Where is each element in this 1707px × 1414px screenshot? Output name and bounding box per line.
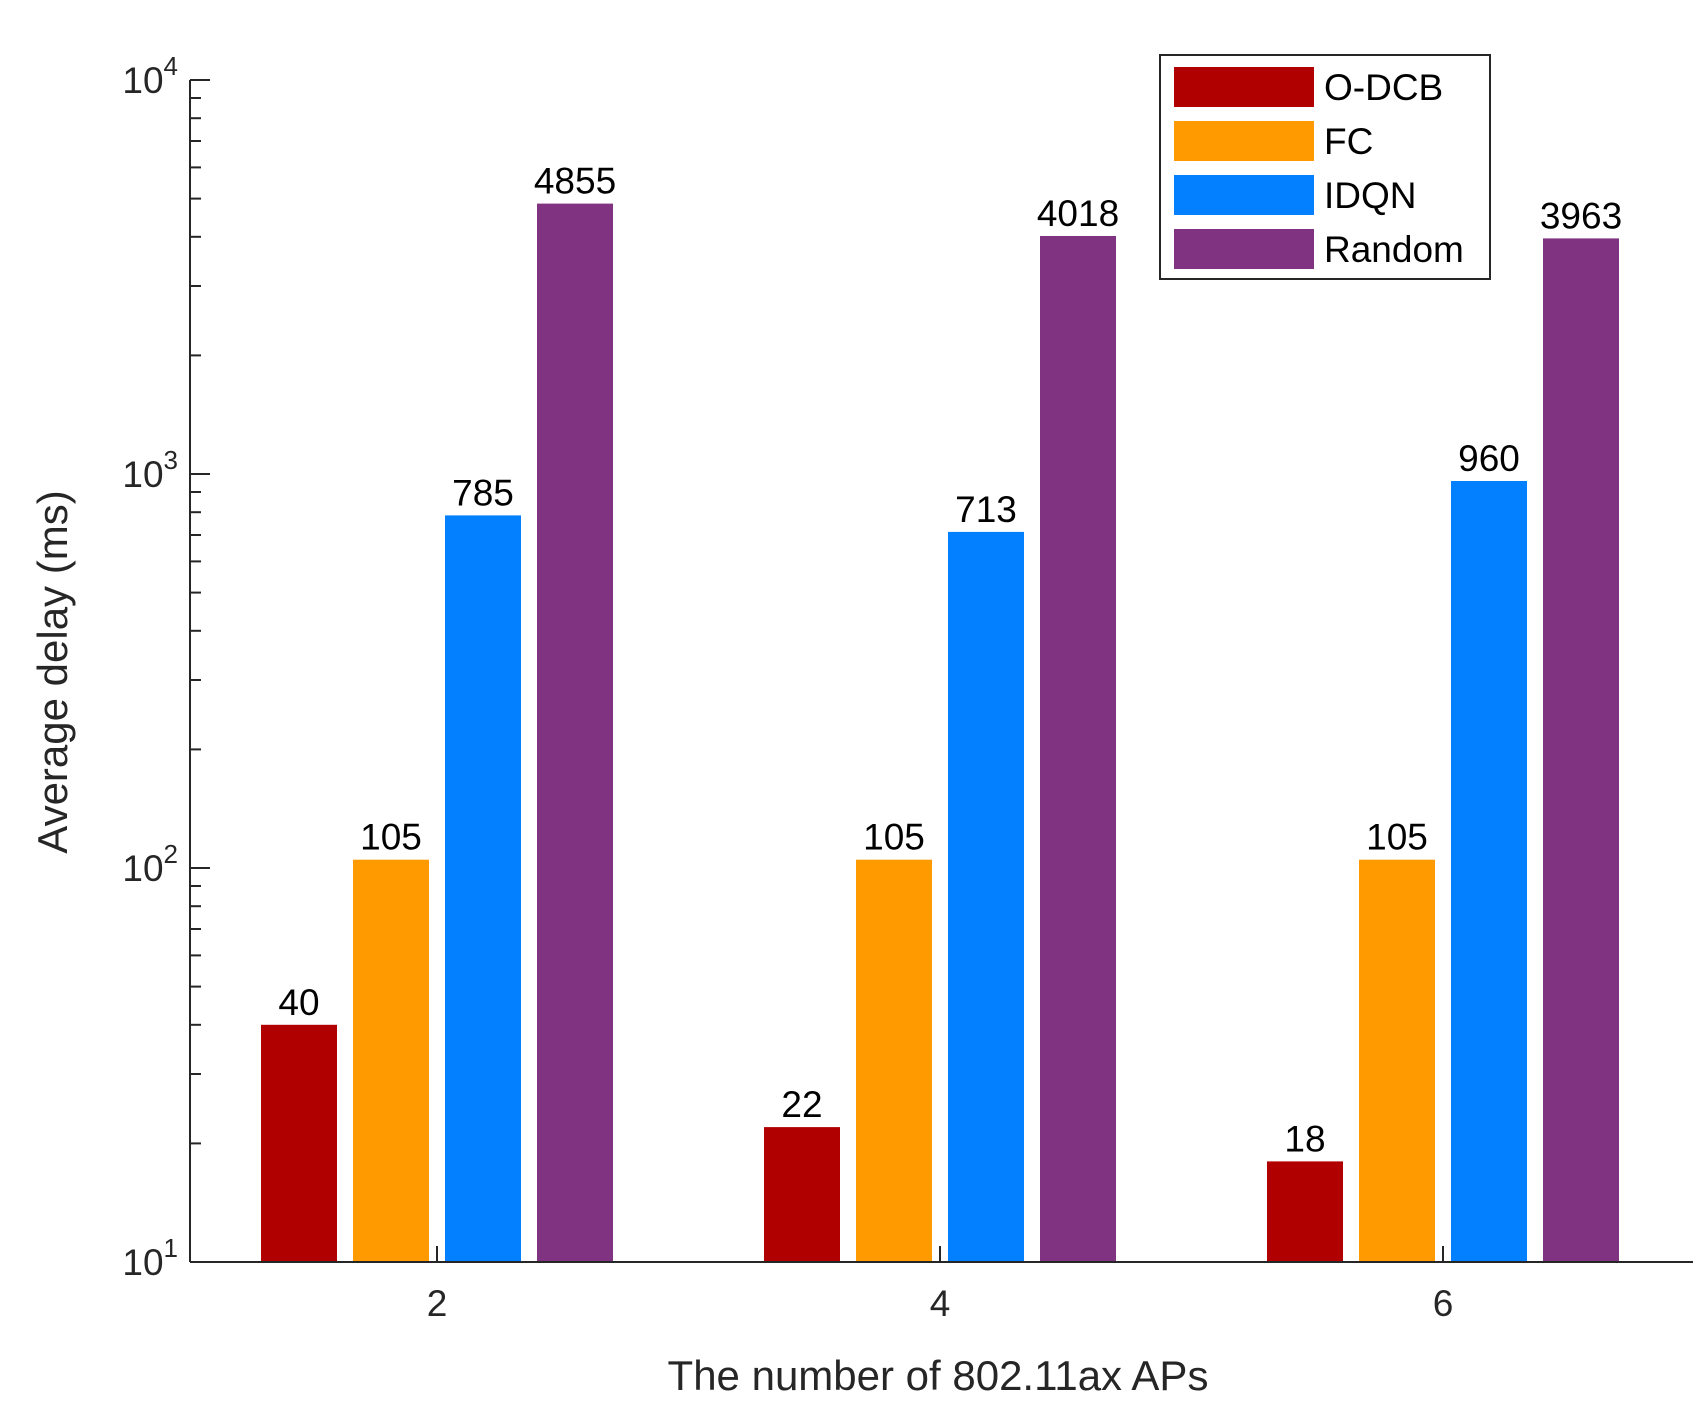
x-axis-title: The number of 802.11ax APs — [668, 1352, 1209, 1399]
x-tick-label-2: 2 — [427, 1283, 448, 1324]
bar-fc-6 — [1359, 859, 1435, 1262]
y-tick-label-1000: 103 — [122, 445, 178, 495]
data-label-o-dcb-2: 40 — [278, 982, 319, 1023]
bar-o-dcb-2 — [261, 1024, 337, 1262]
data-label-o-dcb-6: 18 — [1284, 1118, 1325, 1159]
bar-fc-2 — [353, 859, 429, 1262]
data-label-fc-4: 105 — [863, 817, 925, 858]
legend-label-random: Random — [1324, 229, 1464, 270]
bar-idqn-2 — [445, 515, 521, 1262]
data-label-o-dcb-4: 22 — [781, 1084, 822, 1125]
data-label-random-4: 4018 — [1037, 193, 1119, 234]
legend-label-o-dcb: O-DCB — [1324, 67, 1443, 108]
bar-idqn-6 — [1451, 481, 1527, 1262]
data-label-idqn-6: 960 — [1458, 438, 1520, 479]
bar-random-6 — [1543, 238, 1619, 1262]
legend-label-idqn: IDQN — [1324, 175, 1417, 216]
legend-swatch-random — [1174, 229, 1314, 269]
x-tick-label-6: 6 — [1433, 1283, 1454, 1324]
x-tick-label-4: 4 — [930, 1283, 951, 1324]
y-axis-title: Average delay (ms) — [29, 490, 76, 853]
legend-swatch-o-dcb — [1174, 67, 1314, 107]
bar-o-dcb-6 — [1267, 1161, 1343, 1262]
data-label-random-2: 4855 — [534, 161, 616, 202]
data-label-fc-2: 105 — [360, 817, 422, 858]
legend-swatch-fc — [1174, 121, 1314, 161]
bar-random-2 — [537, 203, 613, 1263]
bar-fc-4 — [856, 859, 932, 1262]
data-label-idqn-4: 713 — [955, 489, 1017, 530]
data-label-random-6: 3963 — [1540, 195, 1622, 236]
bar-random-4 — [1040, 236, 1116, 1262]
bar-o-dcb-4 — [764, 1127, 840, 1262]
y-tick-label-100: 102 — [122, 839, 178, 889]
legend-swatch-idqn — [1174, 175, 1314, 215]
data-label-idqn-2: 785 — [452, 472, 514, 513]
legend: O-DCB FC IDQN Random — [1159, 54, 1491, 280]
bars-group — [261, 203, 1619, 1263]
data-label-fc-6: 105 — [1366, 817, 1428, 858]
bar-idqn-4 — [948, 531, 1024, 1262]
y-tick-label-10: 101 — [122, 1233, 178, 1283]
data-labels-group: 40 22 18 105 105 105 785 713 960 4855 4018 3963 — [278, 161, 1622, 1160]
ticks-group: 101 102 103 104 2 4 6 — [122, 51, 1453, 1324]
y-tick-label-10000: 104 — [122, 51, 178, 101]
legend-label-fc: FC — [1324, 121, 1373, 162]
